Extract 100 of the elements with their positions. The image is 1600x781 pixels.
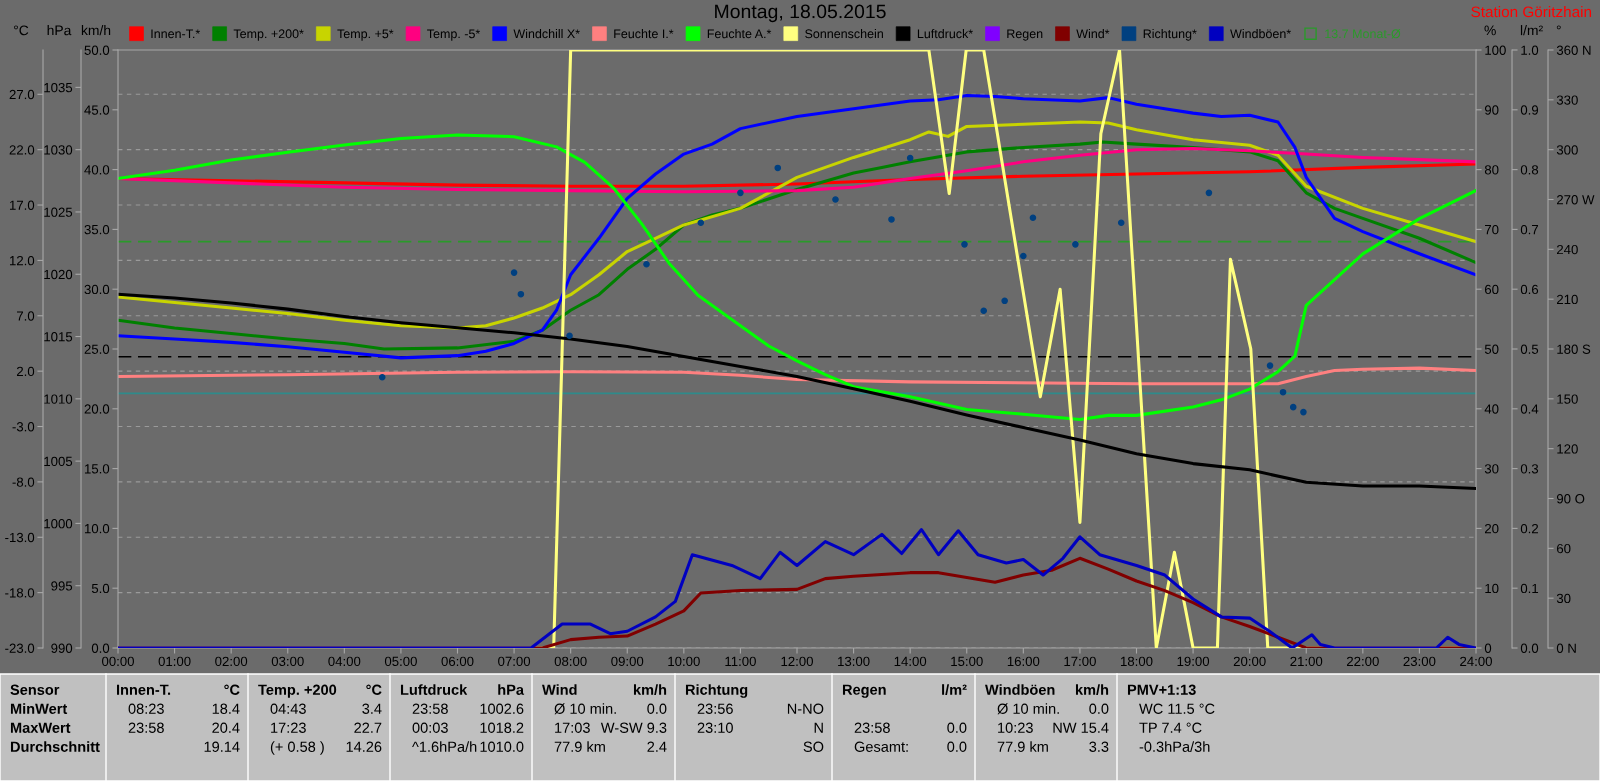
legend-label: Richtung* bbox=[1143, 29, 1197, 41]
text: Luftdruck bbox=[400, 684, 468, 695]
y-tick-label: 2.0 bbox=[16, 366, 35, 377]
text: 23:10 bbox=[697, 722, 733, 733]
point bbox=[1072, 241, 1079, 248]
point bbox=[888, 216, 895, 223]
x-tick-label: 21:00 bbox=[1290, 656, 1323, 667]
y3-tick-label: 150 bbox=[1557, 394, 1578, 404]
text: 08:23 bbox=[128, 703, 164, 714]
y3-tick-label: 0 N bbox=[1556, 643, 1576, 653]
text: 1002.6 bbox=[480, 703, 524, 714]
text: Gesamt: bbox=[854, 741, 908, 752]
x-tick-label: 07:00 bbox=[498, 656, 531, 667]
legend-label: Feuchte A.* bbox=[707, 29, 772, 39]
y2-tick-label: 50 bbox=[1484, 344, 1499, 354]
text: 10:23 bbox=[998, 722, 1033, 733]
text: 23:56 bbox=[697, 703, 733, 714]
x-tick-label: 09:00 bbox=[611, 656, 644, 667]
y2-axis-title: l/m² bbox=[1520, 25, 1543, 36]
y2-tick-label: 20 bbox=[1485, 523, 1499, 534]
x-tick-label: 03:00 bbox=[271, 656, 304, 667]
y2-tick-label: 90 bbox=[1484, 105, 1499, 115]
legend-label: Temp. -5* bbox=[427, 29, 481, 41]
text: W-SW 9.3 bbox=[600, 722, 667, 733]
text: MinWert bbox=[10, 703, 68, 714]
y-tick-label: 25.0 bbox=[84, 344, 110, 354]
point bbox=[1205, 189, 1213, 197]
legend-label: Innen-T.* bbox=[151, 29, 201, 39]
line-series bbox=[118, 366, 1476, 386]
x-tick-label: 04:00 bbox=[328, 656, 361, 667]
line-series bbox=[118, 93, 1476, 360]
point bbox=[1001, 297, 1008, 305]
y2-axis-title: % bbox=[1484, 25, 1496, 36]
x-tick-label: 14:00 bbox=[894, 656, 927, 667]
text: 19.14 bbox=[204, 741, 240, 752]
y-tick-label: 15.0 bbox=[85, 464, 110, 474]
y3-tick-label: 90 O bbox=[1556, 494, 1585, 504]
y-tick-label: 12.0 bbox=[10, 255, 35, 266]
y2-tick-label: 0.0 bbox=[1520, 643, 1539, 653]
text: 23:58 bbox=[412, 703, 448, 714]
text: 0.0 bbox=[947, 741, 967, 752]
y2-tick-label: 30 bbox=[1484, 464, 1499, 474]
point bbox=[906, 154, 914, 162]
y-tick-label: 0.0 bbox=[91, 643, 110, 653]
y3-tick-label: 1020 bbox=[44, 269, 73, 280]
x-tick-label: 23:00 bbox=[1403, 656, 1436, 667]
text: km/h bbox=[633, 684, 667, 696]
text: 3.3 bbox=[1089, 741, 1109, 752]
text: Innen-T. bbox=[116, 684, 171, 695]
x-tick-label: 08:00 bbox=[554, 656, 587, 667]
text: Station Göritzhain bbox=[1471, 6, 1592, 18]
point bbox=[510, 269, 518, 276]
text: 2.4 bbox=[647, 741, 667, 752]
y2-tick-label: 40 bbox=[1484, 404, 1499, 414]
text: NW 15.4 bbox=[1053, 722, 1109, 733]
text: -0.3hPa/3h bbox=[1139, 741, 1210, 752]
y-tick-label: -8.0 bbox=[12, 477, 35, 487]
line-series bbox=[118, 292, 1476, 491]
y-axis-title: km/h bbox=[81, 25, 111, 36]
text: °C bbox=[224, 684, 240, 695]
line-series bbox=[118, 120, 1476, 330]
y3-tick-label: 60 bbox=[1557, 543, 1571, 554]
text: Temp. +200 bbox=[258, 684, 337, 698]
legend-label: Wind* bbox=[1076, 29, 1110, 39]
chart-title: Montag, 18.05.2015 bbox=[715, 4, 886, 23]
legend-label: Windchill X* bbox=[513, 29, 580, 39]
y2-tick-label: 0.2 bbox=[1520, 523, 1539, 534]
text: 18.4 bbox=[212, 703, 240, 714]
text: °C bbox=[366, 684, 382, 695]
point bbox=[980, 307, 988, 315]
legend-label: Luftdruck* bbox=[917, 29, 973, 39]
y-tick-label: -13.0 bbox=[5, 532, 35, 543]
y-tick-label: 17.0 bbox=[10, 200, 35, 210]
text: 0.0 bbox=[1089, 703, 1109, 714]
x-tick-label: 20:00 bbox=[1233, 656, 1266, 667]
point bbox=[1300, 408, 1307, 416]
x-tick-label: 16:00 bbox=[1007, 656, 1040, 667]
x-tick-label: 19:00 bbox=[1177, 656, 1210, 667]
text: 0.0 bbox=[947, 722, 967, 733]
point bbox=[961, 241, 968, 248]
text: 04:43 bbox=[270, 703, 306, 714]
legend-label: Regen bbox=[1007, 29, 1043, 41]
y-tick-label: 20.0 bbox=[84, 404, 110, 414]
text: Regen bbox=[842, 684, 886, 698]
y3-tick-label: 360 N bbox=[1556, 45, 1591, 55]
y3-tick-label: 995 bbox=[51, 581, 73, 591]
text: 1018.2 bbox=[480, 722, 524, 733]
x-tick-label: 02:00 bbox=[215, 656, 248, 667]
y-tick-label: 7.0 bbox=[17, 311, 35, 321]
text: 1010.0 bbox=[480, 741, 524, 752]
y-tick-label: 40.0 bbox=[84, 165, 110, 175]
line-series bbox=[118, 133, 1476, 422]
text: 77.9 km bbox=[997, 741, 1048, 752]
x-tick-label: 05:00 bbox=[384, 656, 417, 667]
y2-tick-label: 0.4 bbox=[1520, 404, 1539, 414]
y3-tick-label: 300 bbox=[1556, 145, 1578, 155]
y2-tick-label: 1.0 bbox=[1521, 45, 1539, 55]
y3-tick-label: 990 bbox=[51, 643, 73, 653]
y3-tick-label: 1015 bbox=[44, 332, 73, 342]
x-tick-label: 00:00 bbox=[102, 656, 134, 667]
